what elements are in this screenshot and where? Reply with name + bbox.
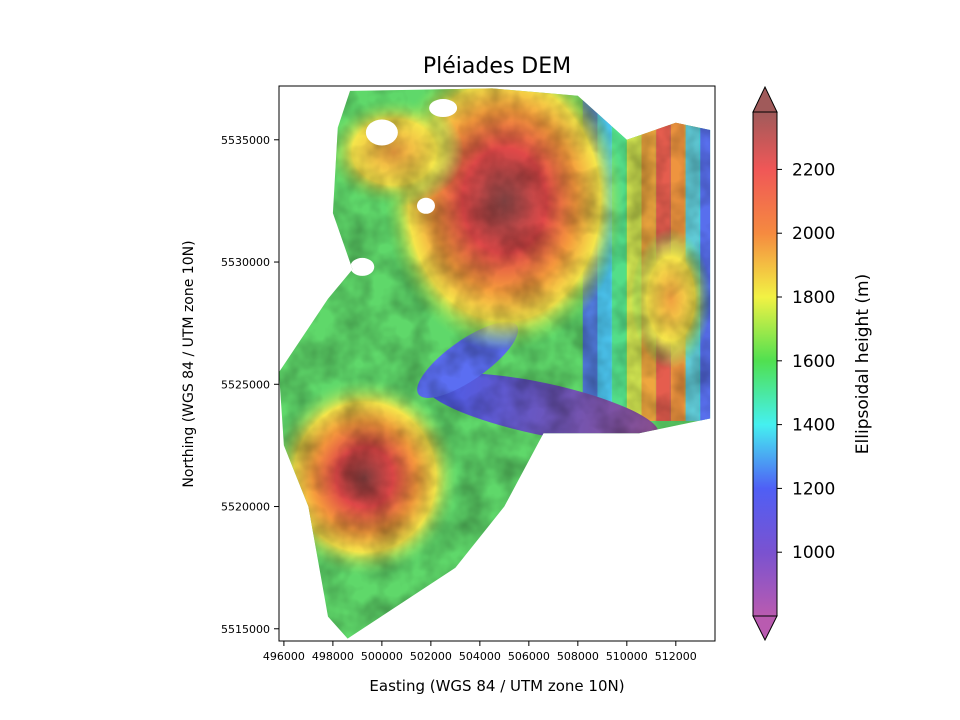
y-tick-label: 5525000 — [221, 378, 270, 391]
x-axis-label: Easting (WGS 84 / UTM zone 10N) — [369, 677, 624, 695]
colorbar-extend-top — [752, 85, 778, 113]
nodata-gap — [350, 257, 375, 276]
x-tick-label: 510000 — [606, 650, 648, 663]
nodata-gap — [506, 553, 527, 568]
plot-frame — [278, 85, 716, 642]
x-axis: 496000 498000 500000 502000 504000 506000 5080… — [263, 641, 697, 663]
y-tick-label: 5535000 — [221, 134, 270, 147]
hillshade — [279, 88, 711, 639]
colorbar-tick-label: 1000 — [792, 543, 835, 563]
y-tick-label: 5520000 — [221, 501, 270, 514]
y-tick-label: 5530000 — [221, 256, 270, 269]
x-tick-label: 508000 — [557, 650, 599, 663]
y-tick-label: 5515000 — [221, 623, 270, 636]
colorbar-extend-bottom — [752, 615, 778, 642]
x-tick-label: 512000 — [655, 650, 697, 663]
colorbar-tick-label: 1600 — [792, 352, 835, 372]
nodata-gap — [429, 99, 458, 118]
x-tick-label: 504000 — [459, 650, 501, 663]
colorbar-tick-label: 1400 — [792, 416, 835, 436]
dem-raster — [279, 88, 711, 639]
nodata-gap — [365, 119, 398, 146]
colorbar-tick-label: 2000 — [792, 224, 835, 244]
x-tick-label: 496000 — [263, 650, 305, 663]
chart-title: Pléiades DEM — [423, 54, 571, 79]
colorbar-tick-label: 2200 — [792, 160, 835, 180]
x-tick-label: 502000 — [410, 650, 452, 663]
x-tick-label: 498000 — [312, 650, 354, 663]
colorbar-tick-label: 1800 — [792, 288, 835, 308]
x-tick-label: 506000 — [508, 650, 550, 663]
y-axis-label: Northing (WGS 84 / UTM zone 10N) — [181, 240, 197, 487]
nodata-gap — [416, 197, 435, 214]
colorbar-tick-label: 1200 — [792, 479, 835, 499]
colorbar: 1000 1200 1400 1600 1800 2000 2200 — [752, 85, 835, 642]
x-tick-label: 500000 — [361, 650, 403, 663]
colorbar-label: Ellipsoidal height (m) — [853, 274, 873, 454]
colorbar-body — [752, 111, 778, 617]
y-axis: 5515000 5520000 5525000 5530000 5535000 — [221, 134, 279, 636]
